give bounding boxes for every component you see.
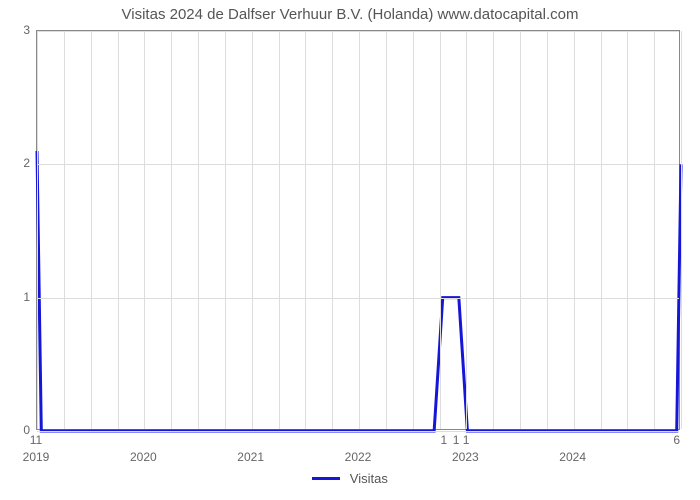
data-point-label: 1 1 — [453, 433, 470, 447]
gridline-vertical — [279, 31, 280, 429]
gridline-vertical — [386, 31, 387, 429]
gridline-vertical — [91, 31, 92, 429]
legend-swatch — [312, 477, 340, 480]
x-tick-label: 2020 — [130, 446, 157, 464]
gridline-vertical — [198, 31, 199, 429]
gridline-horizontal — [37, 164, 679, 165]
gridline-vertical — [547, 31, 548, 429]
gridline-vertical — [440, 31, 441, 429]
y-tick-label: 2 — [0, 156, 36, 170]
gridline-vertical — [332, 31, 333, 429]
gridline-vertical — [359, 31, 360, 429]
gridline-vertical — [171, 31, 172, 429]
legend-label: Visitas — [350, 471, 388, 486]
gridline-vertical — [118, 31, 119, 429]
x-axis-ticks: 201920202021202220232024 — [36, 446, 680, 466]
gridline-vertical — [225, 31, 226, 429]
gridline-vertical — [305, 31, 306, 429]
x-tick-label: 2021 — [237, 446, 264, 464]
gridline-horizontal — [37, 31, 679, 32]
gridline-vertical — [493, 31, 494, 429]
x-tick-label: 2023 — [452, 446, 479, 464]
gridline-vertical — [681, 31, 682, 429]
gridline-vertical — [601, 31, 602, 429]
y-tick-label: 3 — [0, 23, 36, 37]
x-tick-label: 2024 — [559, 446, 586, 464]
x-tick-label: 2022 — [345, 446, 372, 464]
gridline-vertical — [574, 31, 575, 429]
gridline-vertical — [37, 31, 38, 429]
gridline-vertical — [654, 31, 655, 429]
y-axis-ticks: 0123 — [0, 30, 36, 430]
legend: Visitas — [0, 470, 700, 486]
gridline-vertical — [64, 31, 65, 429]
gridline-vertical — [520, 31, 521, 429]
gridline-vertical — [252, 31, 253, 429]
gridline-vertical — [413, 31, 414, 429]
y-tick-label: 1 — [0, 290, 36, 304]
data-point-label: 6 — [673, 433, 680, 447]
data-point-label: 11 — [30, 433, 42, 447]
gridline-vertical — [466, 31, 467, 429]
gridline-horizontal — [37, 298, 679, 299]
data-point-label: 1 — [441, 433, 448, 447]
gridline-vertical — [144, 31, 145, 429]
chart-container: Visitas 2024 de Dalfser Verhuur B.V. (Ho… — [0, 0, 700, 500]
chart-title: Visitas 2024 de Dalfser Verhuur B.V. (Ho… — [0, 6, 700, 23]
gridline-horizontal — [37, 431, 679, 432]
x-tick-label: 2019 — [23, 446, 50, 464]
plot-area — [36, 30, 680, 430]
gridline-vertical — [627, 31, 628, 429]
